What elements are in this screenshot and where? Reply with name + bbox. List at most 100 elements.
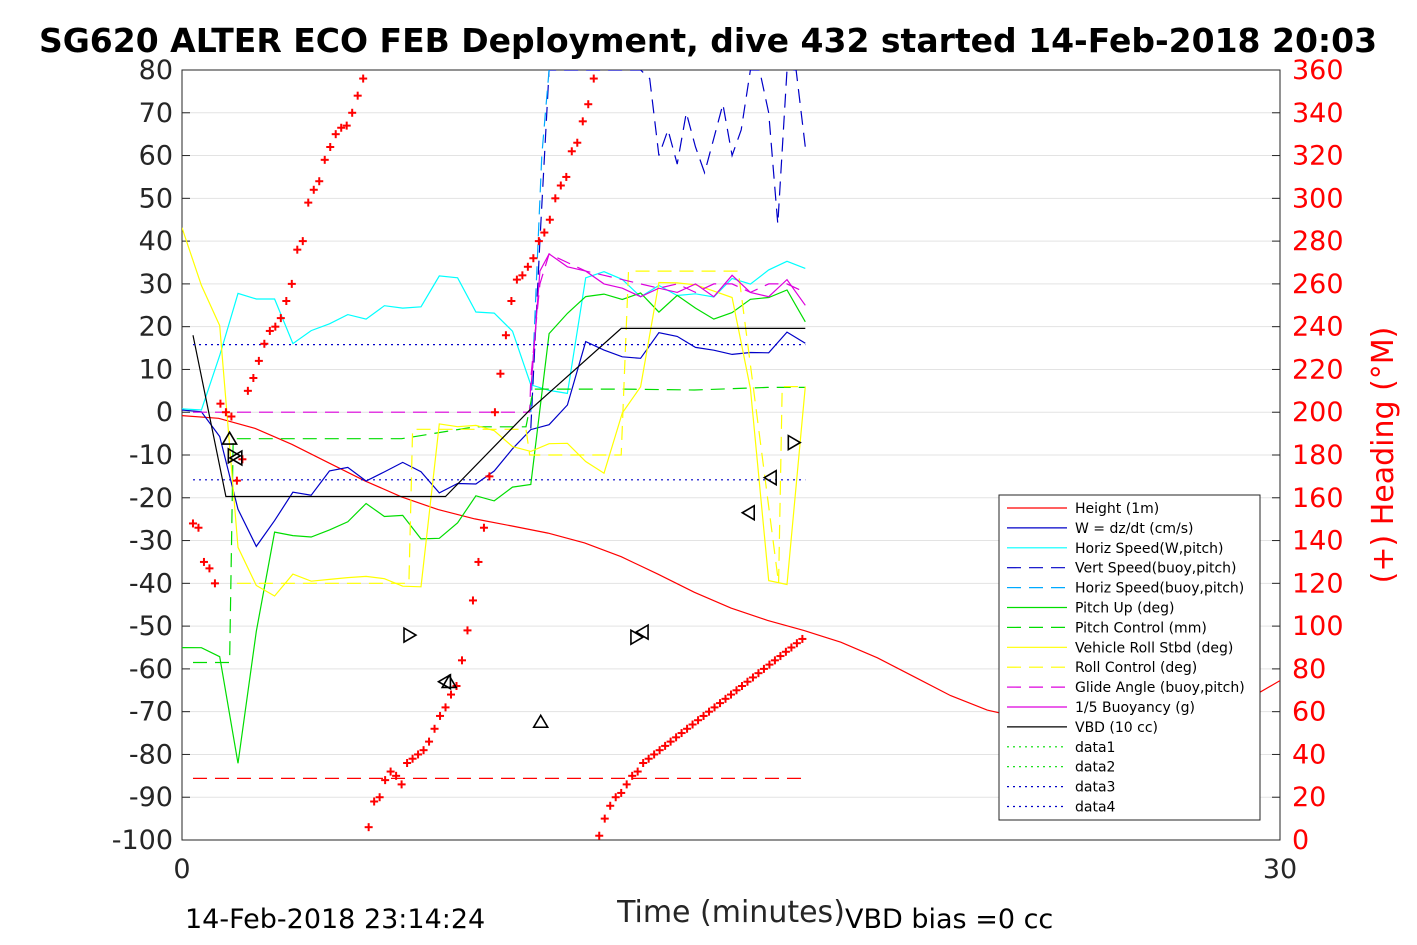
legend-label: Horiz Speed(W,pitch) [1075,541,1223,557]
heading-point [331,130,340,139]
legend-box [998,494,1261,821]
heading-point [759,664,768,673]
legend-label: Pitch Up (deg) [1075,601,1174,617]
y-tick-label: -40 [129,568,173,599]
triangle-marker [634,623,649,641]
y-tick-label: 40 [139,226,173,257]
heading-point [370,797,379,806]
heading-point [436,711,445,720]
heading-point [457,656,466,665]
y-axis-right: 3603403203002802602402202001801601401201… [1272,55,1344,856]
heading-point [677,729,686,738]
legend-label: data2 [1075,760,1115,776]
y-right-tick-label: 280 [1292,226,1344,257]
y-right-tick-label: 260 [1292,269,1344,300]
triangle-marker [787,434,802,451]
heading-point [688,720,697,729]
heading-point [353,91,362,100]
y-tick-label: -20 [129,483,173,514]
heading-point [254,356,263,365]
heading-point [710,703,719,712]
y-right-tick-label: 40 [1292,739,1326,770]
y-right-tick-label: 300 [1292,183,1344,214]
heading-point [199,557,208,566]
heading-point [188,519,197,528]
heading-point [518,271,527,280]
heading-point [249,374,258,382]
heading-point [287,279,296,288]
heading-point [210,579,219,588]
y-tick-label: -80 [129,739,173,770]
heading-point [622,780,631,789]
heading-point [628,771,637,780]
y-tick-label: 50 [139,183,173,214]
heading-point [562,172,571,181]
y-tick-label: -90 [129,782,173,813]
heading-point [348,108,357,117]
heading-point [661,741,670,750]
heading-point [386,767,395,776]
heading-point [523,262,532,271]
y-tick-label: 70 [139,98,173,129]
heading-point [265,326,274,335]
series-line-10 [530,253,806,391]
triangle-marker [762,469,777,487]
heading-point [479,523,488,532]
heading-point [589,74,598,83]
heading-point [650,750,659,759]
x-tick-label: 30 [1263,854,1297,885]
y-right-tick-label: 240 [1292,312,1344,343]
heading-point [381,776,390,785]
heading-point [655,746,664,755]
y-right-tick-label: 320 [1292,141,1344,172]
legend-label: Vert Speed(buoy,pitch) [1075,561,1237,577]
heading-point [260,339,269,348]
heading-point [694,716,703,725]
heading-point [672,733,681,742]
series-layer [182,70,1280,780]
y-right-tick-label: 140 [1292,526,1344,557]
y-axis-left: 80 70 60 50 40 30 20 10 0 -10 -20 -30 -40 -50 -60 -70 -8… [112,55,190,856]
triangle-marker [740,504,756,522]
heading-point [501,331,510,340]
heading-point [792,639,801,648]
x-axis-label: Time (minutes) [616,895,845,930]
heading-point [298,237,307,246]
series-line-8 [236,270,806,584]
heading-point [699,711,708,720]
heading-point [337,123,346,132]
chart-title: SG620 ALTER ECO FEB Deployment, dive 432… [39,21,1377,60]
heading-point [216,399,225,408]
y-right-tick-label: 0 [1292,825,1309,856]
y-tick-label: 10 [139,354,173,385]
heading-point [271,322,280,331]
heading-point [787,643,796,652]
heading-point [781,647,790,656]
heading-point [320,155,329,164]
y-right-tick-label: 160 [1292,483,1344,514]
heading-point [754,669,763,678]
heading-point [595,831,604,840]
legend-label: VBD (10 cc) [1075,720,1158,736]
legend-label: Height (1m) [1075,501,1159,517]
heading-point [490,408,499,417]
legend-label: Vehicle Roll Stbd (deg) [1075,640,1233,656]
y-right-tick-label: 100 [1292,611,1344,642]
heading-point [485,472,494,481]
heading-point [748,673,757,682]
heading-point [765,660,774,669]
heading-point [243,386,252,395]
heading-point [408,754,417,763]
heading-point [326,143,335,151]
heading-point [556,181,565,190]
series-line-0 [182,415,1280,726]
heading-point [633,767,642,776]
legend-label: Horiz Speed(buoy,pitch) [1075,581,1244,597]
heading-point [611,793,620,802]
heading-point [683,724,692,733]
heading-point [304,198,313,207]
y-tick-label: 60 [139,141,173,172]
triangle-marker [221,430,238,445]
heading-point [578,117,587,126]
